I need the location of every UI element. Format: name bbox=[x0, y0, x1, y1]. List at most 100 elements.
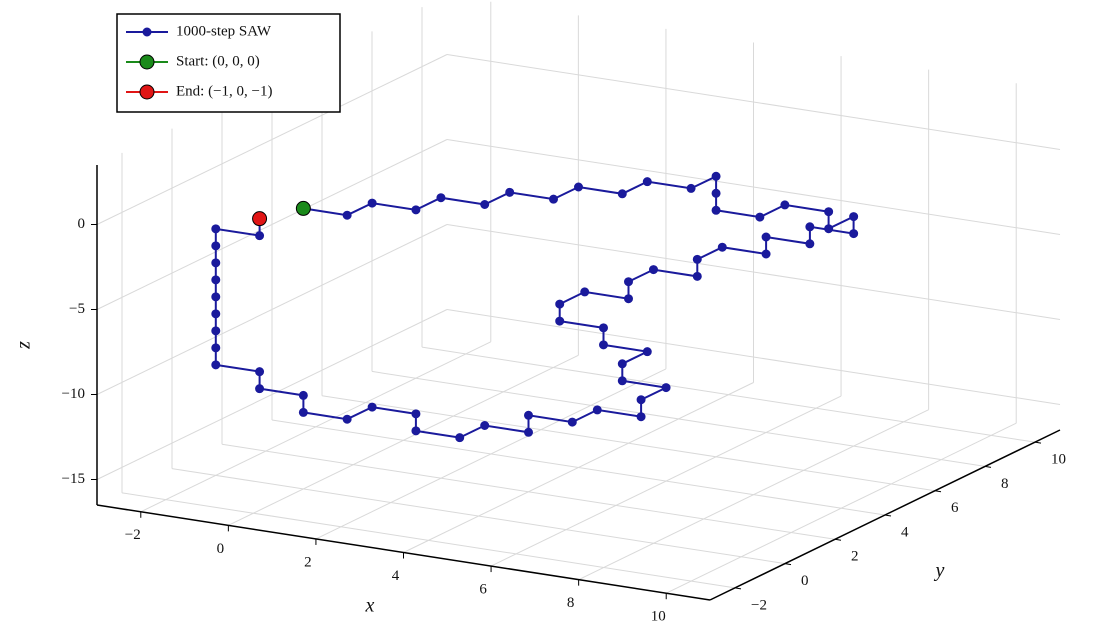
legend-label: Start: (0, 0, 0) bbox=[176, 53, 260, 69]
grid-line bbox=[421, 346, 1036, 443]
y-tick-label: 4 bbox=[901, 524, 909, 540]
x-tick-label: −2 bbox=[125, 527, 141, 543]
walk-point bbox=[567, 417, 577, 427]
walk-point bbox=[480, 200, 490, 209]
walk-point bbox=[805, 222, 815, 232]
walk-point bbox=[298, 407, 308, 417]
grid-line bbox=[96, 54, 448, 225]
x-tick-label: 0 bbox=[217, 541, 225, 557]
legend-marker bbox=[142, 27, 152, 37]
grid-line bbox=[321, 395, 936, 492]
walk-point bbox=[761, 232, 771, 242]
walk-point bbox=[592, 405, 602, 415]
walk-point bbox=[255, 367, 265, 377]
walk-point bbox=[661, 383, 671, 393]
walk-point bbox=[367, 198, 377, 208]
y-tick-label: 10 bbox=[1051, 452, 1066, 468]
walk-point bbox=[211, 343, 221, 353]
legend-marker bbox=[139, 54, 155, 70]
walk-point bbox=[617, 189, 627, 199]
walk-point bbox=[549, 194, 558, 204]
walk-point bbox=[211, 224, 221, 234]
walk-point bbox=[298, 390, 308, 400]
walk-point bbox=[411, 426, 421, 436]
grid-line bbox=[371, 370, 986, 467]
x-axis-label: x bbox=[365, 595, 375, 617]
walk-point bbox=[524, 427, 533, 437]
x-tick-label: 10 bbox=[651, 609, 666, 625]
walk-point bbox=[824, 207, 834, 217]
walk-point bbox=[692, 271, 702, 281]
grid-line bbox=[96, 139, 448, 310]
walk-point bbox=[455, 433, 465, 443]
walk-point bbox=[755, 212, 765, 222]
walk-point bbox=[649, 265, 658, 275]
walk-point bbox=[211, 309, 221, 319]
walk-point bbox=[849, 212, 859, 222]
walk-point bbox=[480, 421, 490, 430]
walk-point bbox=[211, 326, 221, 336]
y-tick-label: 6 bbox=[951, 500, 959, 516]
walk-point bbox=[255, 231, 265, 241]
legend-label: End: (−1, 0, −1) bbox=[176, 83, 273, 99]
walk-point bbox=[211, 275, 221, 285]
z-axis-label: z bbox=[13, 341, 35, 350]
walk-point bbox=[599, 340, 608, 350]
walk-point bbox=[849, 229, 859, 239]
walk-point bbox=[636, 412, 646, 422]
x-tick-label: 4 bbox=[392, 568, 400, 584]
y-tick-label: 8 bbox=[1001, 476, 1009, 492]
walk-point bbox=[599, 323, 608, 333]
walk-point bbox=[524, 410, 533, 420]
y-tick-label: −2 bbox=[751, 597, 767, 613]
grid-line bbox=[446, 309, 1061, 405]
x-tick-label: 2 bbox=[304, 554, 312, 570]
x-tick-label: 6 bbox=[479, 582, 487, 598]
grid-line bbox=[121, 492, 736, 589]
x-tick-label: 8 bbox=[567, 595, 575, 611]
walk-point bbox=[805, 239, 815, 249]
walk-point bbox=[780, 200, 790, 210]
walk-point bbox=[711, 188, 721, 198]
walk-point bbox=[717, 242, 727, 252]
walk-point bbox=[255, 384, 265, 394]
walk-point bbox=[211, 241, 221, 251]
walk-point bbox=[211, 360, 221, 370]
walk-point bbox=[211, 258, 221, 268]
grid-line bbox=[221, 443, 836, 540]
legend-marker bbox=[139, 84, 155, 100]
walk-point bbox=[824, 224, 834, 234]
walk-point bbox=[624, 277, 633, 287]
walk-point bbox=[617, 376, 627, 386]
y-axis bbox=[709, 429, 1061, 601]
y-axis-label: y bbox=[934, 560, 945, 582]
walk-point bbox=[211, 292, 221, 302]
legend: 1000-step SAW Start: (0, 0, 0) End: (−1, 0… bbox=[116, 13, 341, 113]
walk-point bbox=[692, 254, 702, 264]
grid-line bbox=[271, 419, 886, 516]
grid-line bbox=[96, 224, 448, 395]
z-tick-label: 0 bbox=[78, 216, 86, 232]
grid-line bbox=[446, 54, 1061, 150]
legend-label: 1000-step SAW bbox=[176, 23, 272, 39]
endpoint-marker bbox=[295, 200, 311, 216]
z-tick-label: −15 bbox=[62, 471, 85, 487]
walk-point bbox=[411, 205, 421, 215]
walk-point bbox=[436, 193, 446, 203]
walk-point bbox=[711, 171, 721, 181]
walk-point bbox=[555, 299, 565, 309]
walk-point bbox=[711, 205, 721, 215]
walk-point bbox=[505, 187, 515, 197]
grid-line bbox=[171, 468, 786, 565]
walk-point bbox=[686, 183, 696, 193]
walk-point bbox=[411, 409, 421, 419]
endpoint-marker bbox=[252, 211, 268, 227]
walk-point bbox=[642, 347, 652, 357]
walk-point bbox=[624, 294, 633, 304]
grid-line bbox=[446, 224, 1061, 320]
walk-point bbox=[636, 395, 646, 405]
walk-point bbox=[342, 210, 352, 220]
walk-point bbox=[555, 316, 565, 326]
grid-line bbox=[446, 139, 1061, 235]
